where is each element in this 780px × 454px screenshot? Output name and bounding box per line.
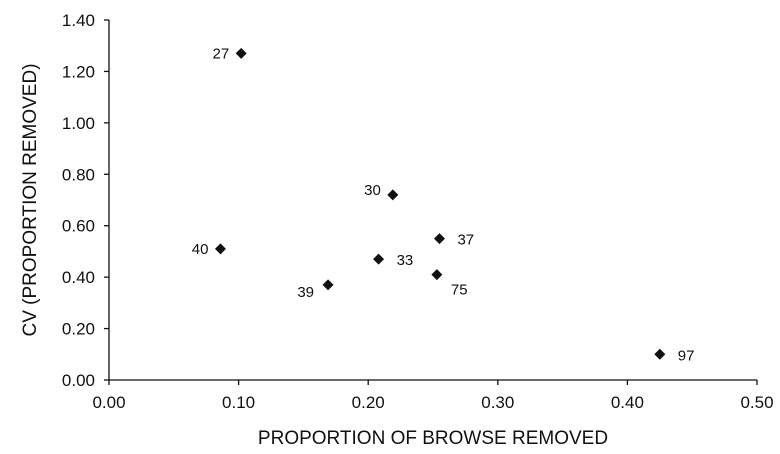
x-tick-label: 0.10 (222, 393, 255, 412)
data-point (322, 279, 334, 291)
data-point (235, 47, 247, 59)
y-tick-label: 0.20 (62, 320, 95, 339)
y-tick-label: 0.40 (62, 268, 95, 287)
x-tick-label: 0.00 (92, 393, 125, 412)
x-tick-label: 0.50 (740, 393, 773, 412)
data-point-label: 40 (192, 241, 209, 258)
y-tick-label: 1.40 (62, 11, 95, 30)
y-tick-label: 0.60 (62, 217, 95, 236)
y-ticks: 0.00 0.20 0.40 0.60 0.80 1.00 1.20 1.40 (62, 11, 109, 390)
data-point (214, 243, 226, 255)
y-tick-label: 0.80 (62, 165, 95, 184)
x-ticks: 0.00 0.10 0.20 0.30 0.40 0.50 (92, 380, 774, 412)
data-point-label: 37 (457, 232, 474, 249)
data-point (431, 269, 443, 281)
y-axis-title: CV (PROPORTION REMOVED) (20, 63, 41, 336)
y-tick-label: 1.00 (62, 114, 95, 133)
x-tick-label: 0.20 (352, 393, 385, 412)
x-axis-title: PROPORTION OF BROWSE REMOVED (258, 428, 608, 449)
data-point (387, 189, 399, 201)
data-point-label: 30 (364, 182, 381, 199)
data-point-label: 27 (213, 45, 230, 62)
data-points: 27 30 37 40 33 75 39 97 (192, 45, 695, 364)
y-tick-label: 1.20 (62, 62, 95, 81)
y-tick-label: 0.00 (62, 371, 95, 390)
data-point (433, 233, 445, 245)
x-tick-label: 0.40 (611, 393, 644, 412)
data-point (654, 348, 666, 360)
data-point-label: 33 (397, 252, 414, 269)
x-tick-label: 0.30 (481, 393, 514, 412)
data-point-label: 97 (678, 347, 695, 364)
data-point (373, 253, 385, 265)
data-point-label: 39 (297, 284, 314, 301)
data-point-label: 75 (451, 282, 468, 299)
axes (108, 20, 757, 381)
